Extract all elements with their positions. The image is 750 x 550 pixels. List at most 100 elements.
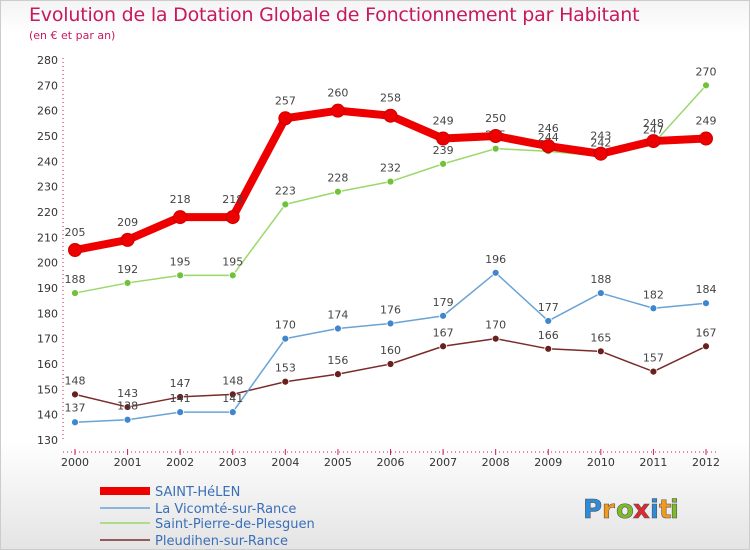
series-4: 148 143 147 148 153 156 160 167 170 166 165 157 167 xyxy=(65,319,717,411)
y-tick-label: 160 xyxy=(37,358,58,371)
data-label: 153 xyxy=(275,362,296,375)
data-point xyxy=(228,271,237,280)
data-label: 141 xyxy=(170,392,191,405)
data-point xyxy=(596,289,605,297)
data-label: 165 xyxy=(590,331,611,344)
data-point xyxy=(71,390,79,399)
data-label: 270 xyxy=(696,65,717,78)
data-point xyxy=(593,146,608,161)
data-label: 247 xyxy=(643,124,664,137)
data-point xyxy=(176,271,185,280)
legend: SAINT-HéLEN La Vicomté-sur-RanceSaint-Pie… xyxy=(100,485,315,549)
y-tick-label: 230 xyxy=(37,181,58,194)
data-point xyxy=(544,344,553,353)
data-label: 228 xyxy=(327,172,348,185)
data-label: 167 xyxy=(433,326,454,339)
series-2: 137 138 141 141 170 174 176 179 196 177 188 182 184 xyxy=(65,253,717,427)
data-label: 182 xyxy=(643,288,664,301)
data-label: 242 xyxy=(590,136,611,149)
data-label: 205 xyxy=(65,226,86,239)
data-point xyxy=(120,232,135,247)
data-point xyxy=(544,317,553,325)
data-point xyxy=(541,139,556,154)
data-point xyxy=(278,111,293,126)
data-label: 249 xyxy=(696,115,717,128)
data-point xyxy=(281,334,290,343)
data-label: 157 xyxy=(643,352,664,365)
data-point xyxy=(281,200,290,209)
data-point xyxy=(173,210,188,225)
chart-subtitle: (en € et par an) xyxy=(29,29,116,42)
data-label: 184 xyxy=(696,283,717,296)
data-label: 195 xyxy=(170,255,191,268)
y-tick-label: 200 xyxy=(37,257,58,270)
data-point xyxy=(334,187,342,196)
data-label: 239 xyxy=(433,144,454,157)
x-tick-label: 2009 xyxy=(534,456,562,469)
data-point xyxy=(702,342,710,351)
x-tick-label: 2011 xyxy=(639,456,667,469)
series-1: 205 209 218 218 257 260 258 249 250 246 243 248 249 xyxy=(65,87,717,257)
data-point xyxy=(71,289,79,297)
logo-letter: t xyxy=(659,495,671,525)
data-point xyxy=(123,403,132,411)
y-tick-label: 150 xyxy=(37,383,58,396)
data-label: 137 xyxy=(65,401,86,414)
y-tick-label: 190 xyxy=(37,282,58,295)
data-point xyxy=(123,279,132,287)
data-point xyxy=(281,377,290,386)
y-tick-label: 180 xyxy=(37,307,58,320)
data-point xyxy=(439,342,447,351)
data-point xyxy=(596,347,605,356)
data-point xyxy=(334,324,342,333)
legend-label: Saint-Pierre-de-Plesguen xyxy=(155,517,315,532)
data-label: 249 xyxy=(433,115,454,128)
data-point xyxy=(491,144,500,153)
legend-label: SAINT-HéLEN xyxy=(155,485,240,500)
data-point xyxy=(491,334,500,343)
y-tick-label: 140 xyxy=(37,409,58,422)
x-tick-label: 2005 xyxy=(324,456,352,469)
axes: 1301401501601701801902002102202302402502… xyxy=(37,54,720,469)
data-point xyxy=(68,243,82,257)
data-label: 223 xyxy=(275,184,296,197)
data-label: 257 xyxy=(275,94,296,107)
data-label: 177 xyxy=(538,301,559,314)
data-label: 143 xyxy=(117,387,138,400)
data-label: 141 xyxy=(222,392,243,405)
y-tick-label: 240 xyxy=(37,155,58,168)
x-tick-label: 2000 xyxy=(61,456,89,469)
y-tick-label: 220 xyxy=(37,206,58,219)
data-label: 170 xyxy=(485,319,506,332)
data-point xyxy=(383,108,398,123)
data-label: 248 xyxy=(643,117,664,130)
data-point xyxy=(702,81,710,90)
data-point xyxy=(176,408,185,417)
data-label: 209 xyxy=(117,216,138,229)
data-point xyxy=(386,319,395,328)
data-label: 258 xyxy=(380,92,401,105)
y-tick-label: 130 xyxy=(37,434,58,447)
logo-letter: P xyxy=(583,495,602,525)
data-label: 188 xyxy=(590,273,611,286)
data-label: 167 xyxy=(696,326,717,339)
legend-label: Pleudihen-sur-Rance xyxy=(155,534,288,549)
data-label: 192 xyxy=(117,263,138,276)
logo-letter: i xyxy=(670,495,679,525)
x-tick-label: 2012 xyxy=(692,456,720,469)
data-label: 160 xyxy=(380,344,401,357)
data-point xyxy=(71,418,79,427)
data-point xyxy=(436,131,451,146)
x-tick-label: 2007 xyxy=(429,456,457,469)
data-point xyxy=(439,311,447,320)
data-label: 156 xyxy=(327,354,348,367)
data-label: 232 xyxy=(380,162,401,175)
data-label: 179 xyxy=(433,296,454,309)
data-point xyxy=(386,177,395,186)
data-point xyxy=(228,390,237,399)
data-label: 148 xyxy=(222,374,243,387)
x-tick-label: 2010 xyxy=(587,456,615,469)
